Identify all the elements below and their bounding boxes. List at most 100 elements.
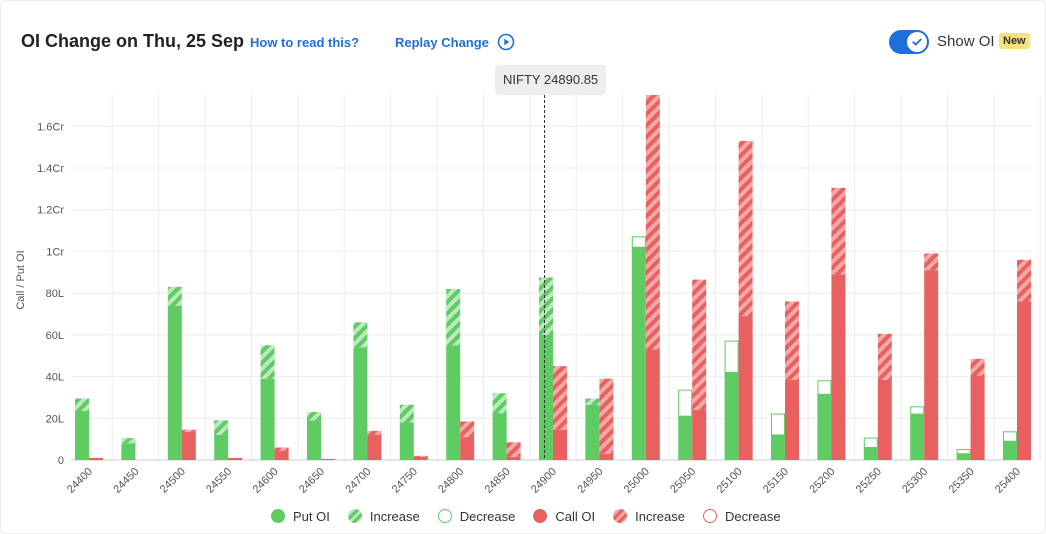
- put-decrease-bar: [1003, 431, 1017, 442]
- put-oi-bar: [956, 453, 971, 460]
- call-oi-bar: [506, 456, 521, 460]
- legend-label: Increase: [369, 508, 420, 524]
- show-oi-toggle[interactable]: [889, 30, 929, 54]
- x-tick-label: 25300: [900, 466, 930, 496]
- toggle-knob: [907, 32, 927, 52]
- x-tick-label: 25150: [761, 466, 791, 496]
- x-tick-label: 24400: [65, 466, 95, 496]
- call-increase-bar: [738, 140, 753, 317]
- legend-item[interactable]: Call OI: [533, 509, 595, 524]
- call-increase-bar: [367, 430, 382, 435]
- put-increase-bar: [307, 412, 321, 421]
- show-oi-label: Show OI: [937, 33, 995, 50]
- grid-lines: [71, 95, 1041, 461]
- call-oi-bar: [738, 316, 753, 460]
- y-axis: 0 20L 40L 60L 80L 1Cr 1.2Cr 1.4Cr 1.6Cr: [37, 121, 64, 467]
- replay-change-button[interactable]: Replay Change: [395, 33, 515, 51]
- call-oi-bar: [1017, 301, 1031, 460]
- page-title: OI Change on Thu, 25 Sep: [21, 31, 245, 51]
- put-decrease-bar: [817, 380, 832, 395]
- y-tick-label: 1.6Cr: [37, 121, 64, 133]
- x-tick-label: 24950: [575, 466, 605, 496]
- call-oi-bar: [274, 450, 289, 460]
- call-oi-bar: [181, 431, 196, 460]
- x-tick-label: 25400: [993, 466, 1023, 496]
- put-increase-bar: [260, 345, 275, 379]
- call-oi-bar: [321, 458, 335, 460]
- put-decrease-bar: [863, 437, 878, 448]
- legend-item[interactable]: Decrease: [437, 508, 516, 524]
- legend-label: Call OI: [555, 508, 596, 524]
- put-oi-bar: [585, 404, 600, 460]
- call-oi-bar: [785, 379, 799, 460]
- spot-price-tooltip: NIFTY 24890.85: [495, 65, 607, 95]
- chart-legend: Put OI Increase Decrease Call OI Increase Dec…: [271, 507, 799, 525]
- put-oi-bar: [631, 247, 646, 460]
- y-tick-label: 0: [58, 455, 64, 467]
- call-increase-bar: [970, 358, 985, 376]
- call-increase-bar: [506, 442, 521, 457]
- call-increase-bar: [877, 333, 892, 380]
- card-header: OI Change on Thu, 25 Sep How to read thi…: [1, 1, 1046, 71]
- play-circle-icon: [497, 33, 515, 51]
- put-increase-bar: [75, 398, 89, 411]
- new-badge: New: [999, 33, 1030, 49]
- call-increase-bar: [599, 378, 614, 454]
- put-decrease-bar: [724, 340, 739, 373]
- x-tick-label: 24750: [390, 466, 420, 496]
- call-oi-bar: [692, 409, 707, 460]
- put-increase-bar: [492, 393, 507, 414]
- y-tick-label: 40L: [46, 372, 64, 384]
- put-oi-bar: [307, 420, 321, 460]
- x-tick-label: 24850: [483, 466, 513, 496]
- legend-item[interactable]: Put OI: [271, 509, 330, 524]
- put-oi-bar: [214, 434, 229, 460]
- x-tick-label: 24500: [158, 466, 188, 496]
- call-increase-bar: [692, 279, 707, 410]
- put-oi-bar: [910, 414, 925, 460]
- x-tick-label: 25200: [807, 466, 837, 496]
- legend-item[interactable]: Increase: [347, 508, 420, 524]
- call-increase-bar: [460, 421, 475, 438]
- bars: [75, 95, 1031, 460]
- x-tick-label: 25000: [622, 466, 652, 496]
- put-increase-bar: [121, 438, 136, 444]
- y-axis-label: Call / Put OI: [15, 250, 27, 309]
- call-increase-bar: [553, 366, 567, 430]
- put-oi-bar: [75, 410, 89, 460]
- call-oi-bar: [413, 456, 428, 460]
- x-tick-label: 25250: [854, 466, 884, 496]
- y-tick-label: 60L: [46, 330, 64, 342]
- put-decrease-bar: [631, 236, 646, 248]
- x-tick-label: 24900: [529, 466, 559, 496]
- replay-change-label: Replay Change: [395, 34, 489, 50]
- put-increase-bar: [585, 398, 600, 405]
- call-increase-bar: [274, 447, 289, 451]
- x-tick-label: 24600: [251, 466, 281, 496]
- how-to-read-link[interactable]: How to read this?: [250, 35, 360, 50]
- x-tick-label: 25100: [715, 466, 745, 496]
- call-oi-bar: [645, 349, 660, 460]
- legend-item[interactable]: Increase: [613, 509, 685, 524]
- put-oi-bar: [678, 416, 693, 460]
- legend-marker-icon: [533, 509, 548, 523]
- call-oi-bar: [599, 453, 614, 460]
- put-decrease-bar: [678, 389, 693, 417]
- x-tick-label: 25050: [668, 466, 698, 496]
- legend-label: Put OI: [293, 508, 330, 524]
- y-tick-label: 1.2Cr: [37, 205, 64, 217]
- x-tick-label: 24700: [343, 466, 373, 496]
- put-increase-bar: [399, 404, 414, 423]
- put-increase-bar: [214, 420, 229, 435]
- put-oi-bar: [492, 413, 507, 460]
- call-increase-bar: [1017, 259, 1031, 302]
- call-increase-bar: [181, 429, 196, 432]
- legend-label: Decrease: [459, 508, 516, 524]
- y-tick-label: 1Cr: [46, 246, 64, 258]
- call-increase-bar: [831, 187, 846, 275]
- call-increase-bar: [413, 455, 428, 457]
- legend-item[interactable]: Decrease: [702, 509, 781, 524]
- call-oi-bar: [228, 457, 243, 460]
